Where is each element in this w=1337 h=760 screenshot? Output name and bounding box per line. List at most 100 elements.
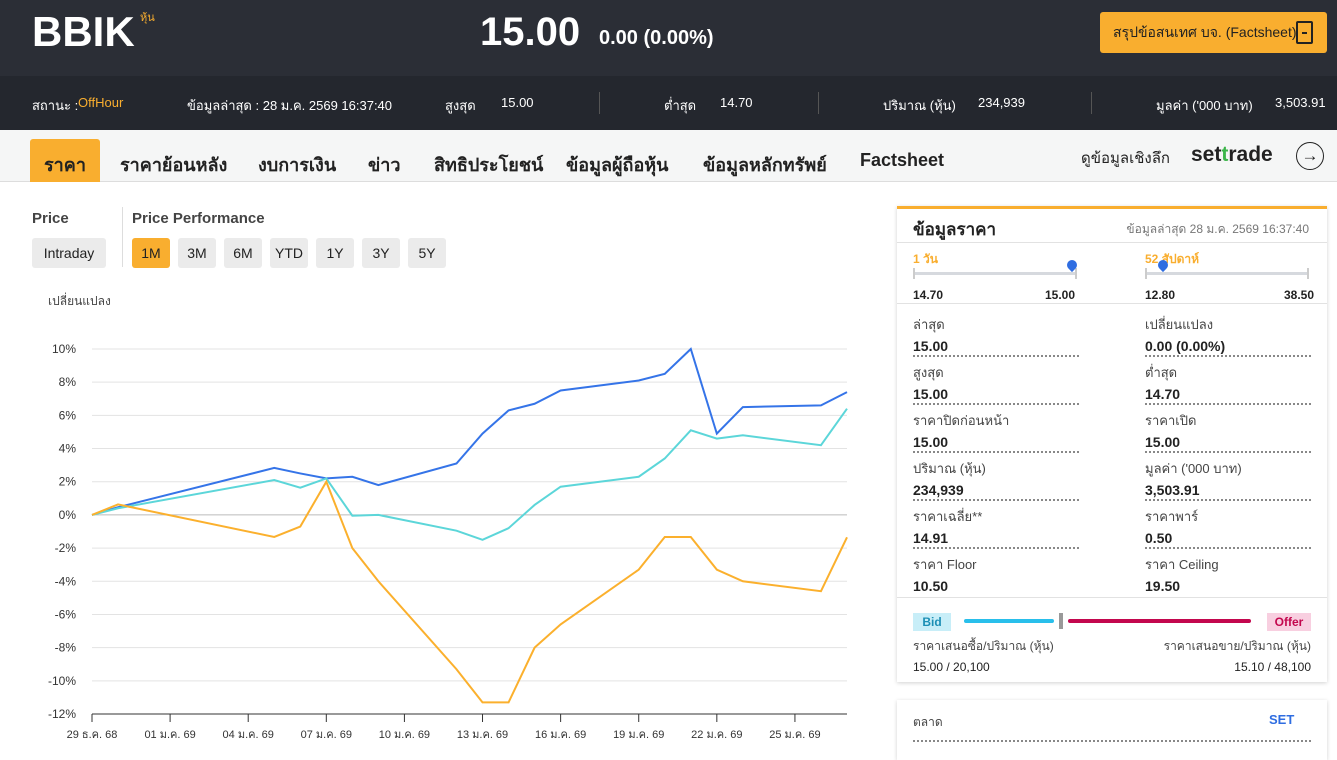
tab-historical[interactable]: ราคาย้อนหลัง bbox=[120, 155, 228, 175]
field-value: 0.50 bbox=[1145, 530, 1173, 546]
price-label: Price bbox=[32, 210, 69, 227]
series-line-2 bbox=[91, 479, 848, 704]
price-field: ราคาพาร์ 0.50 bbox=[1145, 501, 1311, 549]
price-field: สูงสุด 15.00 bbox=[913, 357, 1079, 405]
x-tick-label: 16 ม.ค. 69 bbox=[535, 729, 586, 741]
field-value: 15.00 bbox=[913, 434, 949, 450]
tab-news[interactable]: ข่าว bbox=[368, 155, 401, 175]
factsheet-label: สรุปข้อสนเทศ บจ. (Factsheet) bbox=[1113, 23, 1297, 40]
stats-bar: สถานะ : OffHour ข้อมูลล่าสุด : 28 ม.ค. 2… bbox=[0, 76, 1337, 130]
arrow-right-icon[interactable]: → bbox=[1296, 142, 1324, 170]
price-field: ราคา Ceiling 19.50 bbox=[1145, 549, 1311, 597]
field-label: ราคาเปิด bbox=[1145, 413, 1197, 428]
price-change: 0.00 (0.00%) bbox=[599, 27, 714, 49]
tab-rights[interactable]: สิทธิประโยชน์ bbox=[434, 155, 544, 175]
tab-security-info[interactable]: ข้อมูลหลักทรัพย์ bbox=[703, 155, 827, 175]
last-price: 15.00 bbox=[480, 10, 581, 54]
price-field: ราคา Floor 10.50 bbox=[913, 549, 1079, 597]
x-tick-label: 25 ม.ค. 69 bbox=[769, 729, 820, 741]
price-field: ราคาเฉลี่ย** 14.91 bbox=[913, 501, 1079, 549]
status-value: OffHour bbox=[78, 95, 124, 110]
bid-volume-bar bbox=[964, 619, 1054, 623]
x-tick-label: 07 ม.ค. 69 bbox=[301, 729, 352, 741]
period-ytd-button[interactable]: YTD bbox=[270, 238, 308, 268]
y-tick-label: -8% bbox=[55, 641, 77, 655]
period-6m-button[interactable]: 6M bbox=[224, 238, 262, 268]
field-label: ราคาพาร์ bbox=[1145, 509, 1199, 524]
bid-value: 15.00 / 20,100 bbox=[913, 660, 990, 674]
field-value: 234,939 bbox=[913, 482, 964, 498]
y-tick-label: 4% bbox=[59, 442, 77, 456]
price-field: ปริมาณ (หุ้น) 234,939 bbox=[913, 453, 1079, 501]
factsheet-button[interactable]: สรุปข้อสนเทศ บจ. (Factsheet) bbox=[1100, 12, 1327, 53]
volume-value: 234,939 bbox=[978, 95, 1025, 110]
field-value: 15.00 bbox=[913, 338, 949, 354]
field-label: สูงสุด bbox=[913, 365, 944, 380]
price-field: ราคาปิดก่อนหน้า 15.00 bbox=[913, 405, 1079, 453]
y-axis-label: เปลี่ยนแปลง bbox=[48, 292, 111, 308]
price-info-panel: ข้อมูลราคา ข้อมูลล่าสุด 28 ม.ค. 2569 16:3… bbox=[897, 206, 1327, 682]
week52-low: 12.80 bbox=[1145, 288, 1176, 302]
performance-label: Price Performance bbox=[132, 210, 265, 227]
field-value: 10.50 bbox=[913, 578, 949, 594]
offer-volume-bar bbox=[1068, 619, 1251, 623]
x-tick-label: 04 ม.ค. 69 bbox=[223, 729, 274, 741]
market-value: SET bbox=[1269, 712, 1295, 727]
y-tick-label: -2% bbox=[55, 541, 77, 555]
week52-range-label: 52 สัปดาห์ bbox=[1145, 252, 1200, 266]
settrade-logo[interactable]: settrade bbox=[1191, 143, 1273, 166]
x-tick-label: 22 ม.ค. 69 bbox=[691, 729, 742, 741]
value-value: 3,503.91 bbox=[1275, 95, 1326, 110]
field-value: 15.00 bbox=[1145, 434, 1181, 450]
day-range-label: 1 วัน bbox=[913, 252, 938, 266]
high-value: 15.00 bbox=[501, 95, 534, 110]
field-value: 14.70 bbox=[1145, 386, 1181, 402]
low-value: 14.70 bbox=[720, 95, 753, 110]
tab-bar: ราคา ราคาย้อนหลัง งบการเงิน ข่าว สิทธิปร… bbox=[0, 130, 1337, 182]
tab-price[interactable]: ราคา bbox=[30, 139, 100, 182]
tab-factsheet[interactable]: Factsheet bbox=[860, 150, 945, 170]
tab-financials[interactable]: งบการเงิน bbox=[258, 155, 337, 175]
price-field: ล่าสุด 15.00 bbox=[913, 309, 1079, 357]
document-icon bbox=[1296, 21, 1313, 44]
low-label: ต่ำสุด bbox=[664, 98, 697, 113]
period-3y-button[interactable]: 3Y bbox=[362, 238, 400, 268]
bid-badge: Bid bbox=[913, 613, 951, 631]
x-tick-label: 13 ม.ค. 69 bbox=[457, 729, 508, 741]
field-value: 0.00 (0.00%) bbox=[1145, 338, 1226, 354]
y-tick-label: 8% bbox=[59, 375, 77, 389]
week52-high: 38.50 bbox=[1284, 288, 1315, 302]
header: BBIK หุ้น 15.00 0.00 (0.00%) สรุปข้อสนเท… bbox=[0, 0, 1337, 76]
field-label: ราคาเฉลี่ย** bbox=[913, 509, 983, 524]
x-tick-label: 19 ม.ค. 69 bbox=[613, 729, 664, 741]
y-tick-label: 2% bbox=[59, 475, 77, 489]
x-tick-label: 01 ม.ค. 69 bbox=[144, 729, 195, 741]
period-1y-button[interactable]: 1Y bbox=[316, 238, 354, 268]
period-1m-button[interactable]: 1M bbox=[132, 238, 170, 268]
series-line-0 bbox=[91, 347, 848, 516]
y-tick-label: 0% bbox=[59, 508, 77, 522]
panel-updated: ข้อมูลล่าสุด 28 ม.ค. 2569 16:37:40 bbox=[1126, 222, 1309, 236]
price-field: เปลี่ยนแปลง 0.00 (0.00%) bbox=[1145, 309, 1311, 357]
y-tick-label: -4% bbox=[55, 574, 77, 588]
field-label: ราคา Floor bbox=[913, 557, 977, 572]
period-3m-button[interactable]: 3M bbox=[178, 238, 216, 268]
field-label: ต่ำสุด bbox=[1145, 365, 1178, 380]
intraday-button[interactable]: Intraday bbox=[32, 238, 106, 268]
panel-title: ข้อมูลราคา bbox=[913, 220, 997, 239]
field-label: เปลี่ยนแปลง bbox=[1145, 317, 1214, 332]
deep-insight-link[interactable]: ดูข้อมูลเชิงลึก bbox=[1081, 150, 1170, 167]
day-low: 14.70 bbox=[913, 288, 944, 302]
field-label: ราคาปิดก่อนหน้า bbox=[913, 413, 1010, 428]
price-field: ราคาเปิด 15.00 bbox=[1145, 405, 1311, 453]
period-5y-button[interactable]: 5Y bbox=[408, 238, 446, 268]
tab-shareholders[interactable]: ข้อมูลผู้ถือหุ้น bbox=[566, 155, 669, 175]
field-label: ปริมาณ (หุ้น) bbox=[913, 461, 986, 476]
field-label: ล่าสุด bbox=[913, 317, 945, 332]
field-value: 15.00 bbox=[913, 386, 949, 402]
symbol: BBIK bbox=[32, 8, 135, 55]
y-tick-label: -6% bbox=[55, 607, 77, 621]
volume-label: ปริมาณ (หุ้น) bbox=[883, 98, 956, 113]
y-tick-label: 6% bbox=[59, 408, 77, 422]
value-label: มูลค่า ('000 บาท) bbox=[1156, 98, 1253, 113]
